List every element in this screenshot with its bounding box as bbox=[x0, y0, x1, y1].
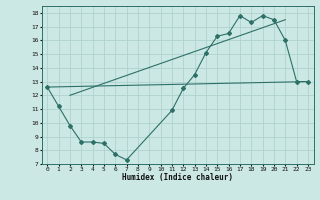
X-axis label: Humidex (Indice chaleur): Humidex (Indice chaleur) bbox=[122, 173, 233, 182]
